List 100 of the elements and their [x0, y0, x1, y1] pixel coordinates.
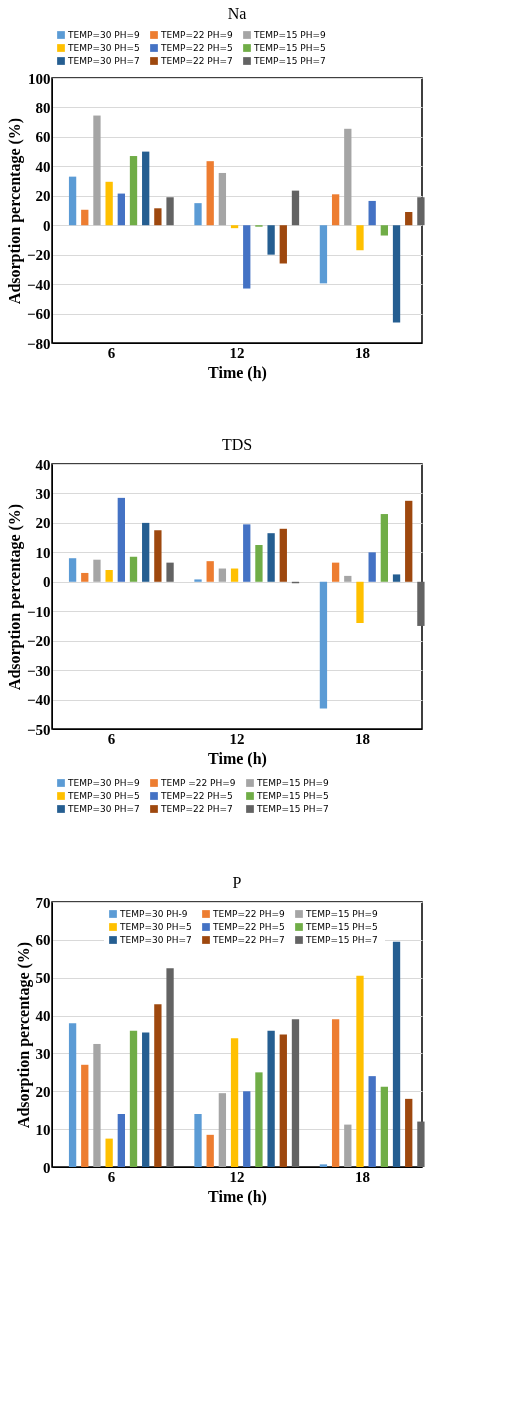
legend-label: TEMP=30 PH=9 — [67, 778, 140, 788]
bar — [417, 581, 425, 626]
bar — [230, 225, 239, 229]
bar — [380, 514, 389, 582]
y-tick-label: −20 — [26, 247, 51, 264]
bar — [206, 1134, 214, 1167]
legend-label: TEMP=22 PH=7 — [212, 935, 285, 945]
legend-label: TEMP=15 PH=5 — [305, 922, 378, 932]
x-tick-label: 18 — [354, 730, 370, 747]
y-tick-label: −60 — [26, 306, 51, 323]
legend-label: TEMP=15 PH=9 — [253, 30, 326, 40]
bar — [81, 209, 89, 226]
bar — [68, 558, 77, 582]
bar — [267, 533, 275, 582]
bar — [206, 561, 214, 582]
bar — [291, 190, 300, 226]
y-tick-label: −20 — [26, 633, 51, 650]
legend-label: TEMP=22 PH=7 — [160, 56, 233, 66]
bar — [117, 1114, 125, 1167]
y-tick-label: 0 — [43, 1159, 51, 1176]
y-tick-label: 50 — [35, 970, 51, 987]
legend-label: TEMP=30 PH-9 — [119, 909, 188, 919]
bar — [194, 1114, 202, 1167]
x-axis-title: Time (h) — [208, 1187, 267, 1206]
bar — [243, 524, 251, 582]
legend-label: TEMP=15 PH=5 — [253, 43, 326, 53]
bar — [279, 1034, 287, 1167]
bar — [405, 211, 413, 226]
bar — [194, 579, 202, 582]
bar — [319, 225, 328, 284]
bar — [255, 544, 263, 582]
bar — [368, 552, 376, 582]
bar — [81, 1064, 89, 1167]
bar — [154, 530, 162, 582]
bar — [344, 128, 352, 226]
legend-label: TEMP=15 PH=9 — [305, 909, 378, 919]
y-tick-label: 60 — [35, 932, 51, 949]
y-tick-label: 20 — [35, 515, 51, 532]
legend-label: TEMP=30 PH=9 — [67, 30, 140, 40]
bar — [142, 151, 150, 226]
y-tick-label: 0 — [43, 574, 51, 591]
bar — [243, 225, 251, 289]
y-tick-label: 20 — [35, 1083, 51, 1100]
x-tick-label: 18 — [354, 1168, 370, 1185]
bar — [356, 225, 364, 251]
bar — [93, 115, 101, 226]
x-tick-label: 6 — [107, 730, 116, 747]
legend-label: TEMP=22 PH=9 — [160, 30, 233, 40]
bar — [218, 568, 227, 582]
bar — [356, 581, 364, 623]
y-tick-label: −40 — [26, 692, 51, 709]
bar — [81, 572, 89, 582]
bar — [230, 1038, 239, 1167]
bar — [380, 225, 389, 236]
bar — [417, 1121, 425, 1167]
y-tick-label: −30 — [26, 662, 51, 679]
bar — [368, 200, 376, 226]
y-tick-label: −50 — [26, 721, 51, 738]
bar — [194, 203, 202, 226]
bar — [154, 1004, 162, 1167]
bar — [255, 1072, 263, 1167]
bar — [344, 575, 352, 582]
bar — [279, 225, 287, 264]
bar — [68, 1023, 77, 1167]
x-tick-label: 6 — [107, 344, 116, 361]
legend-label: TEMP=30 PH=5 — [119, 922, 192, 932]
chart-title: TDS — [221, 436, 253, 453]
y-axis-title: Adsorption percentage (%) — [14, 941, 33, 1129]
y-axis-title: Adsorption percentage (%) — [5, 503, 24, 691]
bar — [331, 562, 340, 582]
legend-label: TEMP=30 PH=5 — [67, 791, 140, 801]
bar — [166, 562, 174, 582]
legend-label: TEMP=22 PH=9 — [212, 909, 285, 919]
y-tick-label: 0 — [43, 217, 51, 234]
bar — [129, 156, 138, 226]
bar — [417, 197, 425, 226]
bar — [117, 193, 125, 226]
bar — [218, 1093, 227, 1167]
bar — [267, 225, 275, 255]
bar — [93, 559, 101, 582]
y-tick-label: 70 — [35, 894, 51, 911]
chart-title: Na — [227, 5, 247, 22]
bar — [392, 941, 401, 1167]
x-tick-label: 12 — [229, 1168, 245, 1185]
bar — [142, 522, 150, 582]
bar — [392, 574, 401, 582]
legend-label: TEMP=15 PH=5 — [256, 791, 329, 801]
x-axis-title: Time (h) — [208, 749, 267, 768]
y-tick-label: −10 — [26, 603, 51, 620]
bar — [105, 1138, 113, 1167]
y-tick-label: −80 — [26, 335, 51, 352]
bar — [279, 528, 287, 582]
y-tick-label: 40 — [35, 456, 51, 473]
bar — [291, 1019, 300, 1167]
y-tick-label: 100 — [28, 70, 51, 87]
legend-label: TEMP=15 PH=9 — [256, 778, 329, 788]
bar — [344, 1124, 352, 1167]
legend-label: TEMP=30 PH=7 — [119, 935, 192, 945]
x-tick-label: 18 — [354, 344, 370, 361]
legend-label: TEMP=15 PH=7 — [256, 804, 329, 814]
